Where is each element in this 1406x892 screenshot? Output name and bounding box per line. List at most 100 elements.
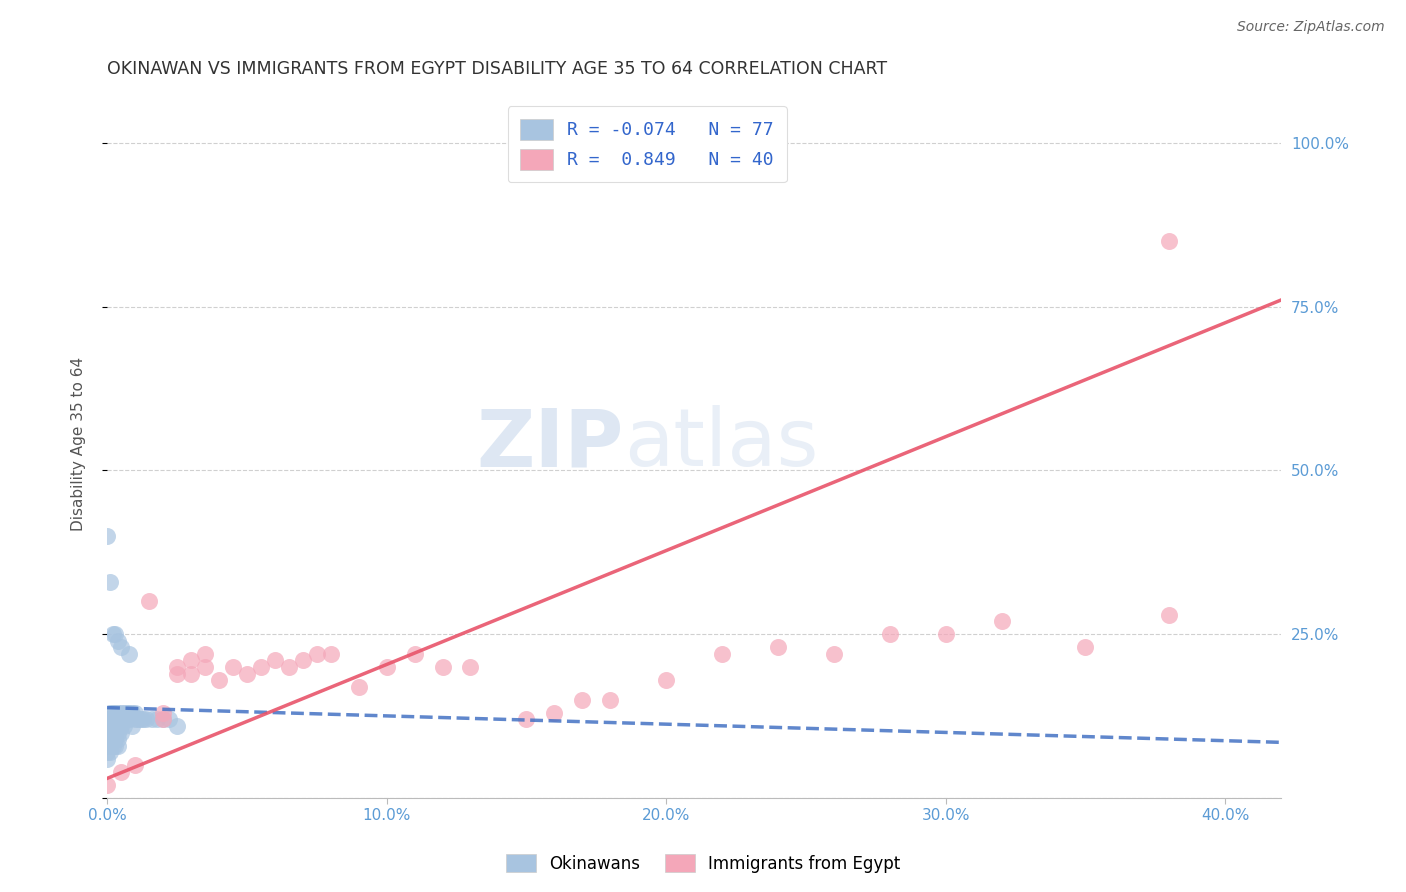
Point <box>319 647 342 661</box>
Point <box>98 732 121 747</box>
Point <box>107 706 129 720</box>
Point <box>599 692 621 706</box>
Point <box>432 660 454 674</box>
Point <box>375 660 398 674</box>
Point <box>107 732 129 747</box>
Point <box>291 653 314 667</box>
Point <box>110 640 132 655</box>
Point <box>96 778 118 792</box>
Point <box>96 732 118 747</box>
Point <box>101 706 124 720</box>
Point <box>104 713 127 727</box>
Point <box>347 680 370 694</box>
Point <box>104 732 127 747</box>
Point <box>1159 234 1181 248</box>
Point <box>118 713 141 727</box>
Point <box>101 739 124 753</box>
Legend: Okinawans, Immigrants from Egypt: Okinawans, Immigrants from Egypt <box>499 847 907 880</box>
Point <box>135 713 157 727</box>
Point <box>101 719 124 733</box>
Point <box>157 713 180 727</box>
Point <box>166 660 188 674</box>
Point <box>115 713 138 727</box>
Point <box>152 706 174 720</box>
Point <box>129 713 152 727</box>
Text: OKINAWAN VS IMMIGRANTS FROM EGYPT DISABILITY AGE 35 TO 64 CORRELATION CHART: OKINAWAN VS IMMIGRANTS FROM EGYPT DISABI… <box>107 60 887 78</box>
Point <box>112 719 135 733</box>
Point <box>127 713 149 727</box>
Point <box>166 666 188 681</box>
Point <box>98 574 121 589</box>
Point <box>98 719 121 733</box>
Point <box>823 647 845 661</box>
Point <box>146 713 169 727</box>
Point <box>766 640 789 655</box>
Point <box>96 752 118 766</box>
Point <box>96 529 118 543</box>
Point <box>935 627 957 641</box>
Point <box>138 594 160 608</box>
Point <box>990 614 1012 628</box>
Point <box>250 660 273 674</box>
Point <box>404 647 426 661</box>
Point <box>107 719 129 733</box>
Point <box>101 719 124 733</box>
Point <box>104 719 127 733</box>
Point <box>101 725 124 739</box>
Point <box>101 725 124 739</box>
Point <box>104 732 127 747</box>
Point <box>98 713 121 727</box>
Point <box>124 706 146 720</box>
Point <box>98 732 121 747</box>
Point <box>571 692 593 706</box>
Point <box>277 660 299 674</box>
Point <box>98 706 121 720</box>
Point <box>96 725 118 739</box>
Point <box>110 719 132 733</box>
Point <box>96 739 118 753</box>
Point <box>515 713 537 727</box>
Point <box>107 725 129 739</box>
Point <box>104 627 127 641</box>
Point <box>194 647 217 661</box>
Text: ZIP: ZIP <box>477 405 624 483</box>
Point <box>104 739 127 753</box>
Point <box>110 706 132 720</box>
Point <box>236 666 259 681</box>
Point <box>166 719 188 733</box>
Text: Source: ZipAtlas.com: Source: ZipAtlas.com <box>1237 20 1385 34</box>
Point <box>96 732 118 747</box>
Point <box>141 713 163 727</box>
Point <box>112 706 135 720</box>
Point <box>104 725 127 739</box>
Point <box>104 719 127 733</box>
Point <box>711 647 734 661</box>
Point <box>96 713 118 727</box>
Point <box>96 719 118 733</box>
Point <box>305 647 328 661</box>
Point <box>101 713 124 727</box>
Point <box>543 706 565 720</box>
Point <box>132 713 155 727</box>
Point <box>118 706 141 720</box>
Point <box>98 725 121 739</box>
Point <box>124 758 146 772</box>
Point <box>655 673 678 687</box>
Point <box>98 739 121 753</box>
Point <box>98 745 121 759</box>
Point <box>208 673 231 687</box>
Point <box>121 719 143 733</box>
Point <box>110 764 132 779</box>
Point <box>96 745 118 759</box>
Point <box>222 660 245 674</box>
Point <box>107 713 129 727</box>
Point <box>1074 640 1097 655</box>
Point <box>98 725 121 739</box>
Point <box>118 647 141 661</box>
Point <box>879 627 901 641</box>
Point <box>107 633 129 648</box>
Point <box>101 627 124 641</box>
Point <box>115 706 138 720</box>
Point <box>124 713 146 727</box>
Point <box>107 739 129 753</box>
